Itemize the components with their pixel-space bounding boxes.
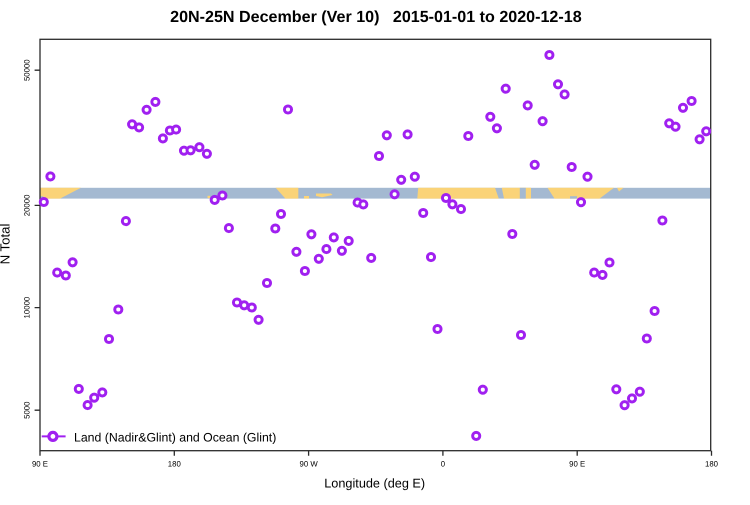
svg-text:Longitude (deg E): Longitude (deg E) <box>324 477 425 491</box>
svg-text:90 E: 90 E <box>569 460 585 469</box>
svg-text:20000: 20000 <box>23 194 32 216</box>
svg-text:180: 180 <box>168 460 182 469</box>
svg-text:50000: 50000 <box>23 59 32 81</box>
svg-text:20N-25N December (Ver 10) 20: 20N-25N December (Ver 10) 2015-01-01 to … <box>170 8 582 26</box>
svg-text:5000: 5000 <box>23 401 32 419</box>
svg-text:90 E: 90 E <box>32 460 48 469</box>
svg-text:90 W: 90 W <box>299 460 318 469</box>
svg-text:Land (Nadir&Glint) and Ocean (: Land (Nadir&Glint) and Ocean (Glint) <box>74 431 276 445</box>
svg-text:N Total: N Total <box>0 224 12 265</box>
svg-text:0: 0 <box>441 460 446 469</box>
svg-text:10000: 10000 <box>23 296 32 318</box>
svg-text:180: 180 <box>705 460 719 469</box>
